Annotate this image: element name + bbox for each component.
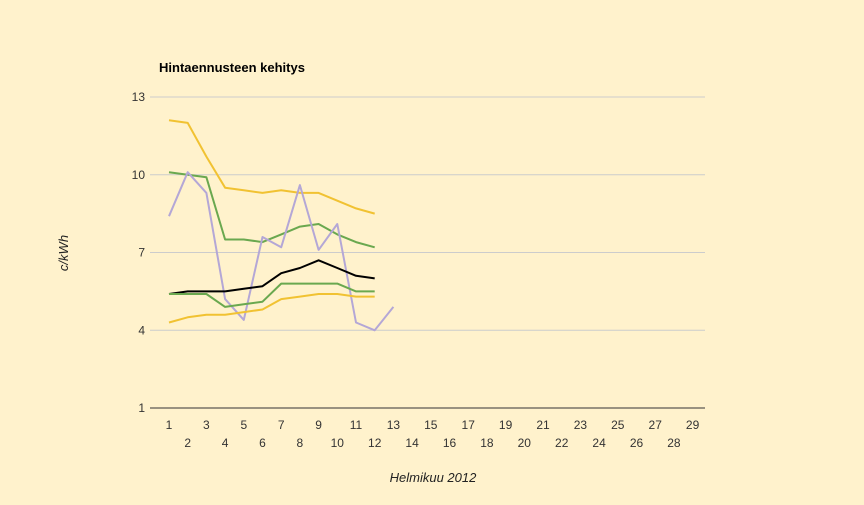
series-line-1 <box>168 119 375 215</box>
x-tick-label: 5 <box>240 418 247 432</box>
x-tick-label: 25 <box>611 418 625 432</box>
series-line-5 <box>169 282 375 308</box>
y-tick-labels: 1 4 7 10 13 <box>132 90 146 415</box>
x-tick-label: 2 <box>184 436 191 450</box>
x-tick-label: 7 <box>278 418 285 432</box>
x-tick-label: 27 <box>649 418 663 432</box>
series-line-6 <box>168 293 375 324</box>
y-tick-label: 10 <box>132 168 146 182</box>
x-tick-label: 12 <box>368 436 382 450</box>
x-tick-label: 19 <box>499 418 513 432</box>
x-tick-label: 24 <box>592 436 606 450</box>
y-axis-label: c/kWh <box>56 235 71 271</box>
y-tick-label: 1 <box>138 401 145 415</box>
x-tick-label: 6 <box>259 436 266 450</box>
x-tick-label: 1 <box>166 418 173 432</box>
x-tick-label: 13 <box>387 418 401 432</box>
x-tick-label: 14 <box>405 436 419 450</box>
x-tick-label: 11 <box>350 418 363 432</box>
x-tick-label: 21 <box>536 418 550 432</box>
x-tick-label: 22 <box>555 436 569 450</box>
x-tick-label: 15 <box>424 418 438 432</box>
y-tick-label: 13 <box>132 90 146 104</box>
x-tick-label: 9 <box>315 418 322 432</box>
x-tick-label: 18 <box>480 436 494 450</box>
y-tick-label: 4 <box>138 323 145 337</box>
x-tick-label: 23 <box>574 418 588 432</box>
series-line-4 <box>168 259 375 295</box>
x-tick-label: 10 <box>331 436 345 450</box>
chart-title: Hintaennusteen kehitys <box>159 60 305 75</box>
x-axis-label: Helmikuu 2012 <box>390 470 477 485</box>
y-tick-label: 7 <box>138 246 145 260</box>
x-tick-label: 20 <box>518 436 532 450</box>
x-tick-label: 28 <box>667 436 681 450</box>
x-tick-label: 17 <box>462 418 476 432</box>
x-tick-label: 8 <box>297 436 304 450</box>
series-line-3 <box>168 171 395 332</box>
x-tick-label: 16 <box>443 436 457 450</box>
series-line-2 <box>168 171 375 249</box>
x-tick-label: 4 <box>222 436 229 450</box>
gridlines <box>150 96 705 409</box>
x-tick-label: 26 <box>630 436 644 450</box>
x-tick-label: 3 <box>203 418 210 432</box>
series-lines <box>168 119 395 332</box>
x-tick-label: 29 <box>686 418 700 432</box>
x-tick-labels: 1234567891011121314151617181920212223242… <box>166 418 700 450</box>
